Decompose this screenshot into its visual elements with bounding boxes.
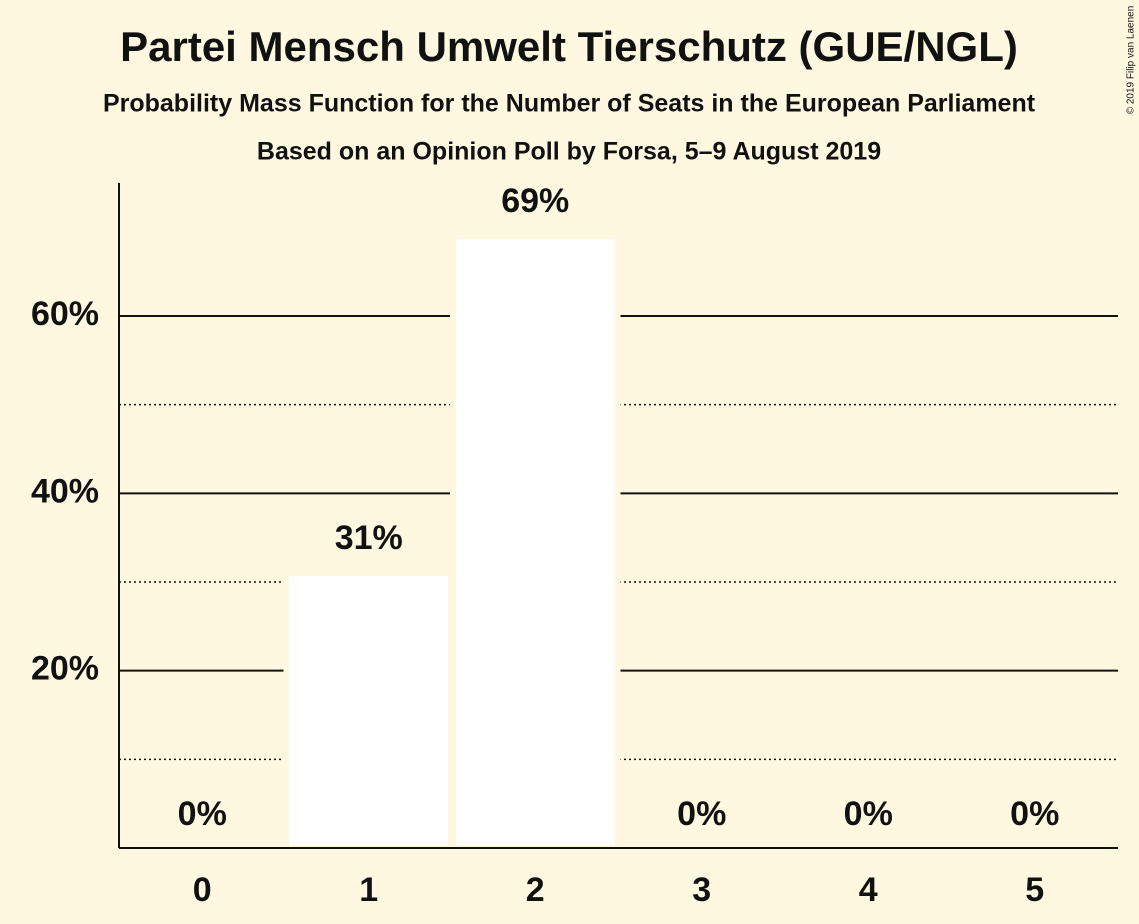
- value-label: 69%: [501, 182, 569, 220]
- bar: [283, 570, 454, 852]
- copyright: © 2019 Filip van Laenen: [1126, 6, 1137, 115]
- x-tick-label: 4: [859, 871, 878, 909]
- value-label: 0%: [844, 795, 893, 833]
- x-tick-label: 1: [359, 871, 378, 909]
- value-label: 0%: [677, 795, 726, 833]
- value-label: 31%: [335, 519, 403, 557]
- bar: [450, 233, 621, 851]
- value-label: 0%: [178, 795, 227, 833]
- x-tick-label: 5: [1025, 871, 1044, 909]
- y-tick-label: 60%: [31, 295, 99, 333]
- chart-subtitle: Probability Mass Function for the Number…: [103, 90, 1036, 118]
- x-tick-label: 0: [193, 871, 212, 909]
- y-tick-label: 20%: [31, 650, 99, 688]
- chart-title: Partei Mensch Umwelt Tierschutz (GUE/NGL…: [120, 23, 1018, 70]
- chart-subtitle: Based on an Opinion Poll by Forsa, 5–9 A…: [257, 138, 881, 166]
- x-tick-label: 2: [526, 871, 545, 909]
- x-tick-label: 3: [692, 871, 711, 909]
- y-tick-label: 40%: [31, 472, 99, 510]
- value-label: 0%: [1010, 795, 1059, 833]
